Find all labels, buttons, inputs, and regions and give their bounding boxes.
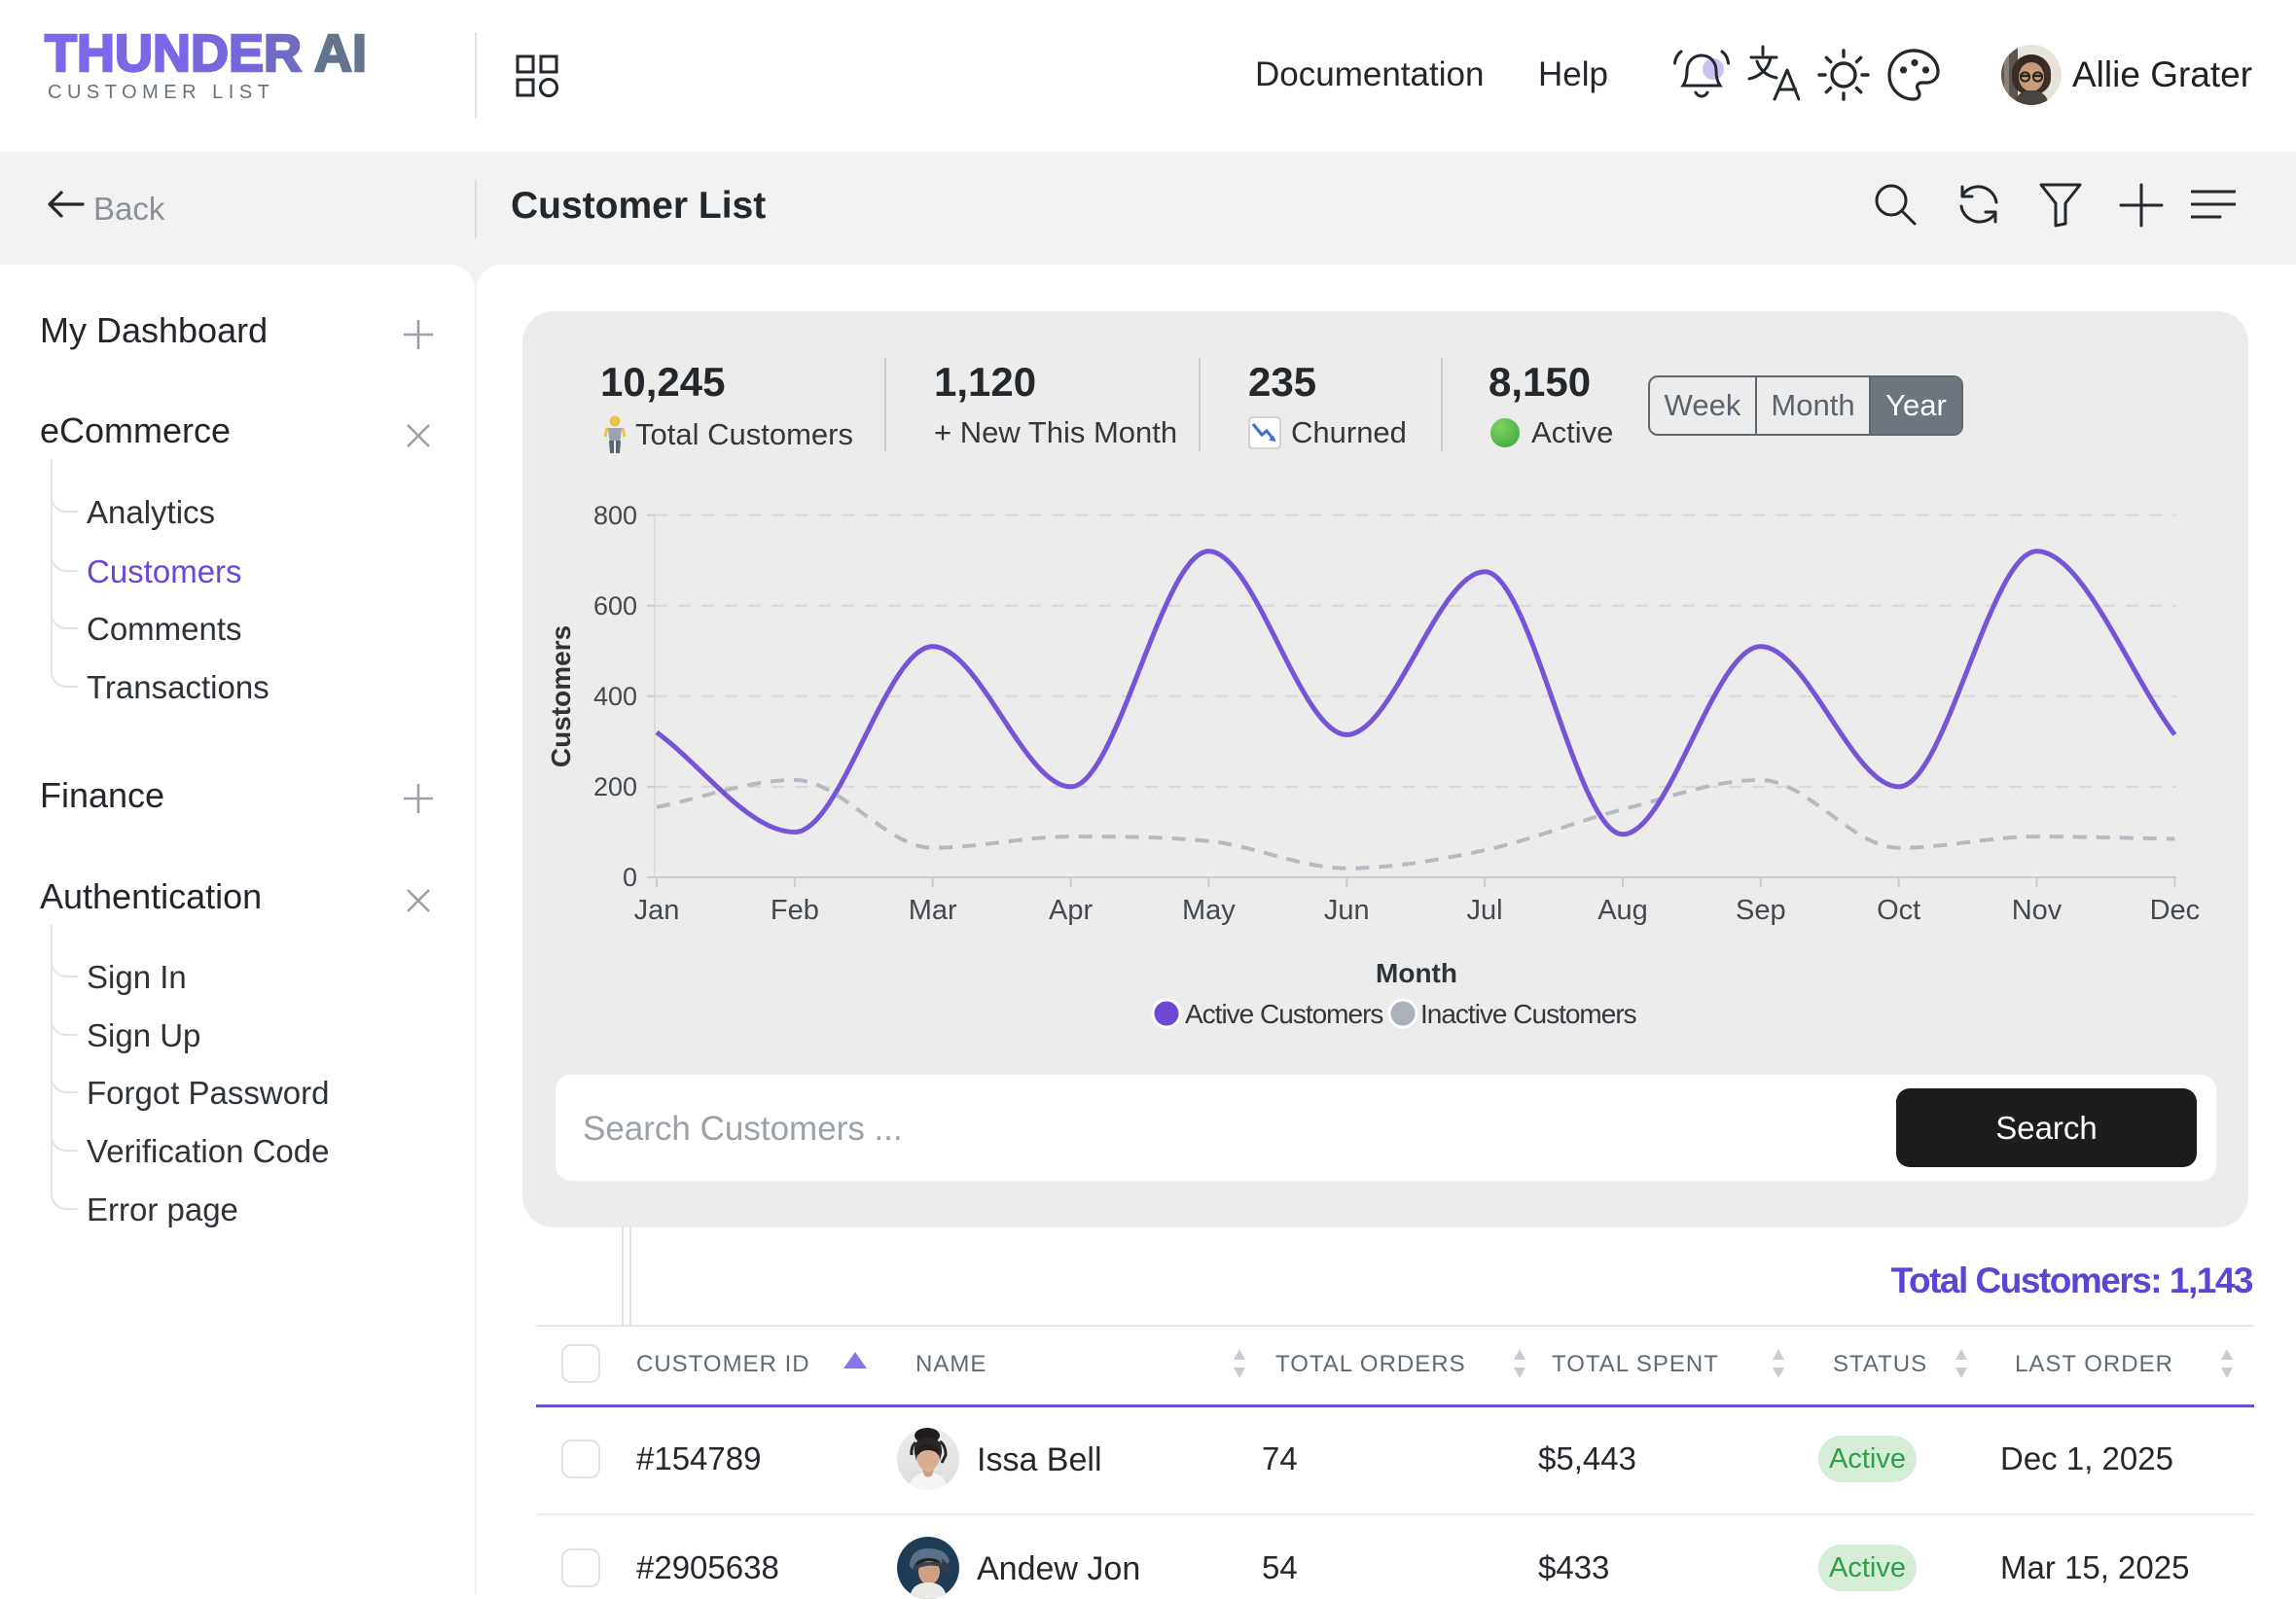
- svg-text:Mar: Mar: [909, 895, 957, 926]
- svg-text:Jun: Jun: [1324, 895, 1370, 926]
- svg-text:Jul: Jul: [1467, 895, 1503, 926]
- svg-text:0: 0: [623, 863, 637, 892]
- svg-text:Active Customers: Active Customers: [1185, 999, 1382, 1029]
- svg-text:Jan: Jan: [634, 895, 680, 926]
- svg-text:Feb: Feb: [771, 895, 819, 926]
- svg-text:Sep: Sep: [1736, 895, 1786, 926]
- svg-text:800: 800: [593, 501, 637, 530]
- svg-text:Month: Month: [1376, 958, 1457, 988]
- svg-text:Oct: Oct: [1877, 895, 1920, 926]
- svg-text:Inactive Customers: Inactive Customers: [1420, 999, 1636, 1029]
- svg-text:Aug: Aug: [1597, 895, 1648, 926]
- svg-text:Customers: Customers: [546, 625, 576, 767]
- svg-text:Apr: Apr: [1049, 895, 1093, 926]
- svg-text:Dec: Dec: [2150, 895, 2201, 926]
- svg-text:Nov: Nov: [2012, 895, 2063, 926]
- svg-text:200: 200: [593, 772, 637, 801]
- svg-text:600: 600: [593, 591, 637, 621]
- svg-text:May: May: [1182, 895, 1236, 926]
- svg-text:400: 400: [593, 682, 637, 711]
